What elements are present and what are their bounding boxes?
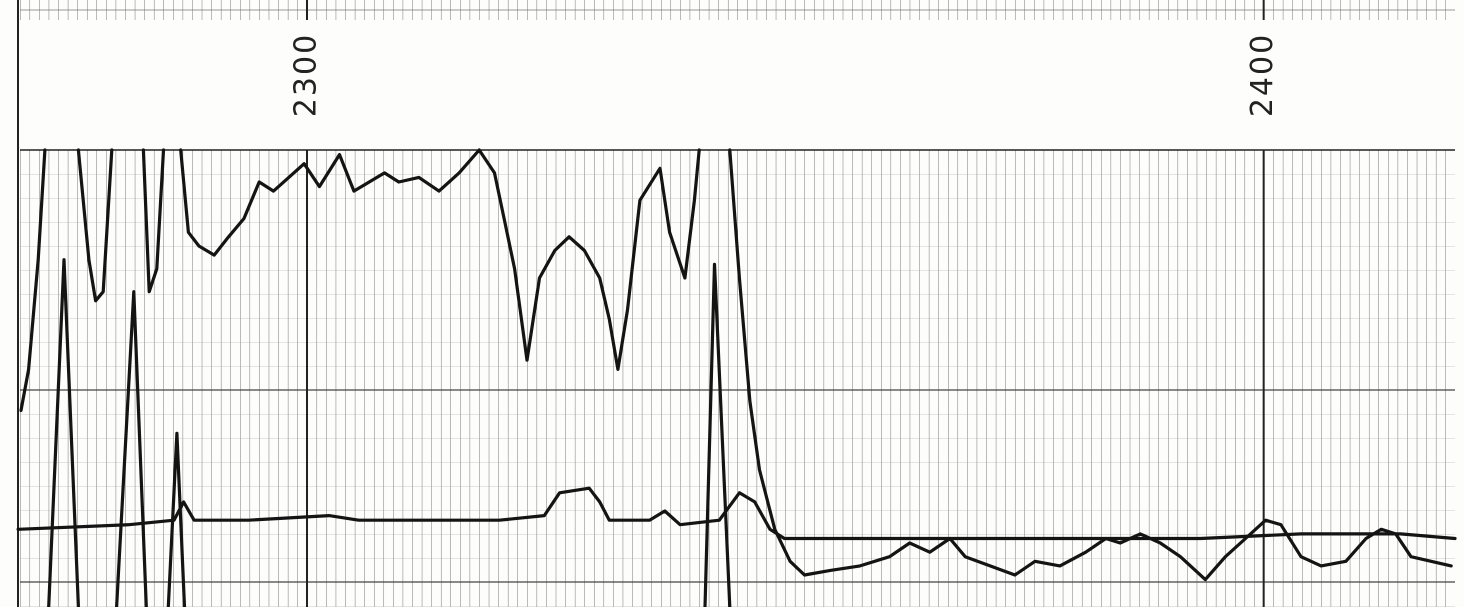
plot-layer: 2300 2400 bbox=[16, 0, 1457, 607]
trace bbox=[47, 258, 732, 607]
grid-pattern bbox=[20, 150, 1455, 607]
x-tick-label: 2400 bbox=[1245, 33, 1280, 117]
trace bbox=[19, 148, 1453, 582]
trace bbox=[16, 486, 1457, 541]
x-tick-label: 2300 bbox=[289, 33, 324, 117]
